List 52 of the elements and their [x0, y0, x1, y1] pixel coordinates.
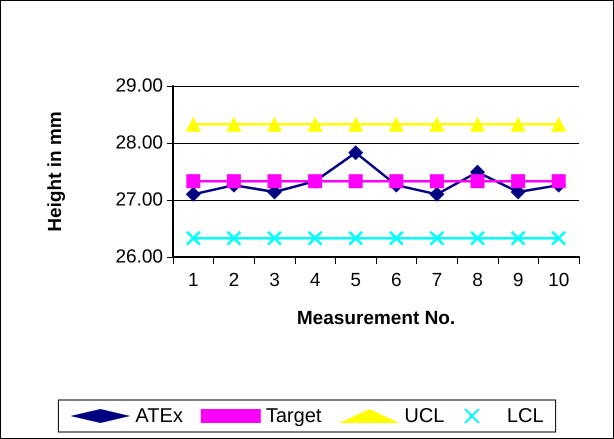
- point: [186, 230, 202, 246]
- y-tick-label: 27.00: [115, 190, 163, 210]
- x-tick-label: 6: [391, 270, 402, 291]
- point: [470, 116, 485, 132]
- point: [510, 116, 526, 132]
- x-tick-label: 10: [548, 270, 570, 291]
- legend-label: UCL: [404, 405, 444, 427]
- point: [267, 116, 282, 132]
- point: [429, 116, 444, 132]
- point: [510, 230, 526, 246]
- point: [348, 174, 363, 188]
- y-tick-label: 29.00: [115, 76, 163, 96]
- point: [470, 230, 486, 246]
- point: [268, 174, 282, 188]
- x-tick-label: 2: [228, 270, 240, 291]
- point: [226, 116, 242, 132]
- point: [307, 230, 323, 246]
- point: [552, 174, 566, 188]
- point: [226, 174, 241, 188]
- x-tick-label: 5: [350, 270, 361, 291]
- x-tick-label: 9: [512, 270, 524, 291]
- point: [388, 230, 404, 246]
- point: [429, 230, 445, 246]
- point: [266, 230, 282, 246]
- y-axis-title: Height in mm: [45, 111, 66, 232]
- point: [429, 186, 444, 202]
- point: [186, 186, 201, 202]
- x-tick-label: 4: [310, 270, 321, 291]
- point: [511, 174, 526, 188]
- point: [550, 230, 566, 246]
- legend-label: Target: [266, 405, 322, 427]
- legend-label: ATEx: [135, 405, 183, 427]
- x-tick-label: 3: [269, 270, 280, 291]
- y-tick-label: 28.00: [115, 132, 163, 154]
- x-axis-title: Measurement No.: [296, 308, 456, 329]
- point: [470, 174, 484, 188]
- x-tick-label: 1: [188, 270, 199, 291]
- x-tick-label: 7: [432, 270, 442, 291]
- point: [348, 145, 364, 160]
- legend-label: LCL: [506, 405, 544, 427]
- point: [348, 116, 364, 132]
- point: [551, 116, 566, 132]
- x-tick-label: 8: [472, 270, 483, 291]
- point: [389, 174, 404, 188]
- point: [388, 116, 404, 132]
- point: [348, 230, 364, 246]
- point: [430, 174, 444, 188]
- point: [226, 230, 242, 246]
- point: [186, 116, 201, 132]
- point: [186, 174, 200, 188]
- y-tick-label: 26.00: [115, 246, 163, 268]
- point: [308, 116, 323, 132]
